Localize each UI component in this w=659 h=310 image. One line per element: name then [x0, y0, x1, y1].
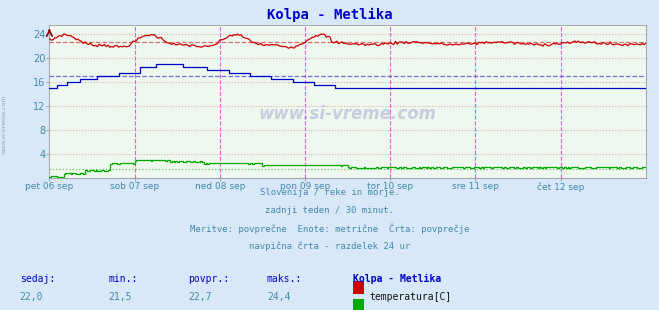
Text: Slovenija / reke in morje.: Slovenija / reke in morje. — [260, 188, 399, 197]
Text: temperatura[C]: temperatura[C] — [369, 292, 451, 302]
Text: 22,7: 22,7 — [188, 292, 212, 302]
Text: zadnji teden / 30 minut.: zadnji teden / 30 minut. — [265, 206, 394, 215]
Text: 21,5: 21,5 — [109, 292, 132, 302]
Text: 24,4: 24,4 — [267, 292, 291, 302]
Text: www.si-vreme.com: www.si-vreme.com — [2, 94, 7, 154]
Text: povpr.:: povpr.: — [188, 274, 229, 284]
Text: min.:: min.: — [109, 274, 138, 284]
Text: Kolpa - Metlika: Kolpa - Metlika — [353, 274, 441, 284]
Text: Meritve: povprečne  Enote: metrične  Črta: povprečje: Meritve: povprečne Enote: metrične Črta:… — [190, 224, 469, 234]
Text: Kolpa - Metlika: Kolpa - Metlika — [267, 8, 392, 22]
Text: www.si-vreme.com: www.si-vreme.com — [258, 105, 437, 123]
Text: maks.:: maks.: — [267, 274, 302, 284]
Text: 22,0: 22,0 — [20, 292, 43, 302]
Text: navpična črta - razdelek 24 ur: navpična črta - razdelek 24 ur — [249, 241, 410, 251]
Text: sedaj:: sedaj: — [20, 274, 55, 284]
